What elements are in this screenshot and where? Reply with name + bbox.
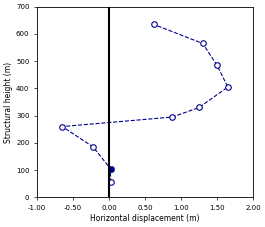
X-axis label: Horizontal displacement (m): Horizontal displacement (m): [90, 214, 200, 223]
Y-axis label: Structural height (m): Structural height (m): [4, 62, 13, 143]
